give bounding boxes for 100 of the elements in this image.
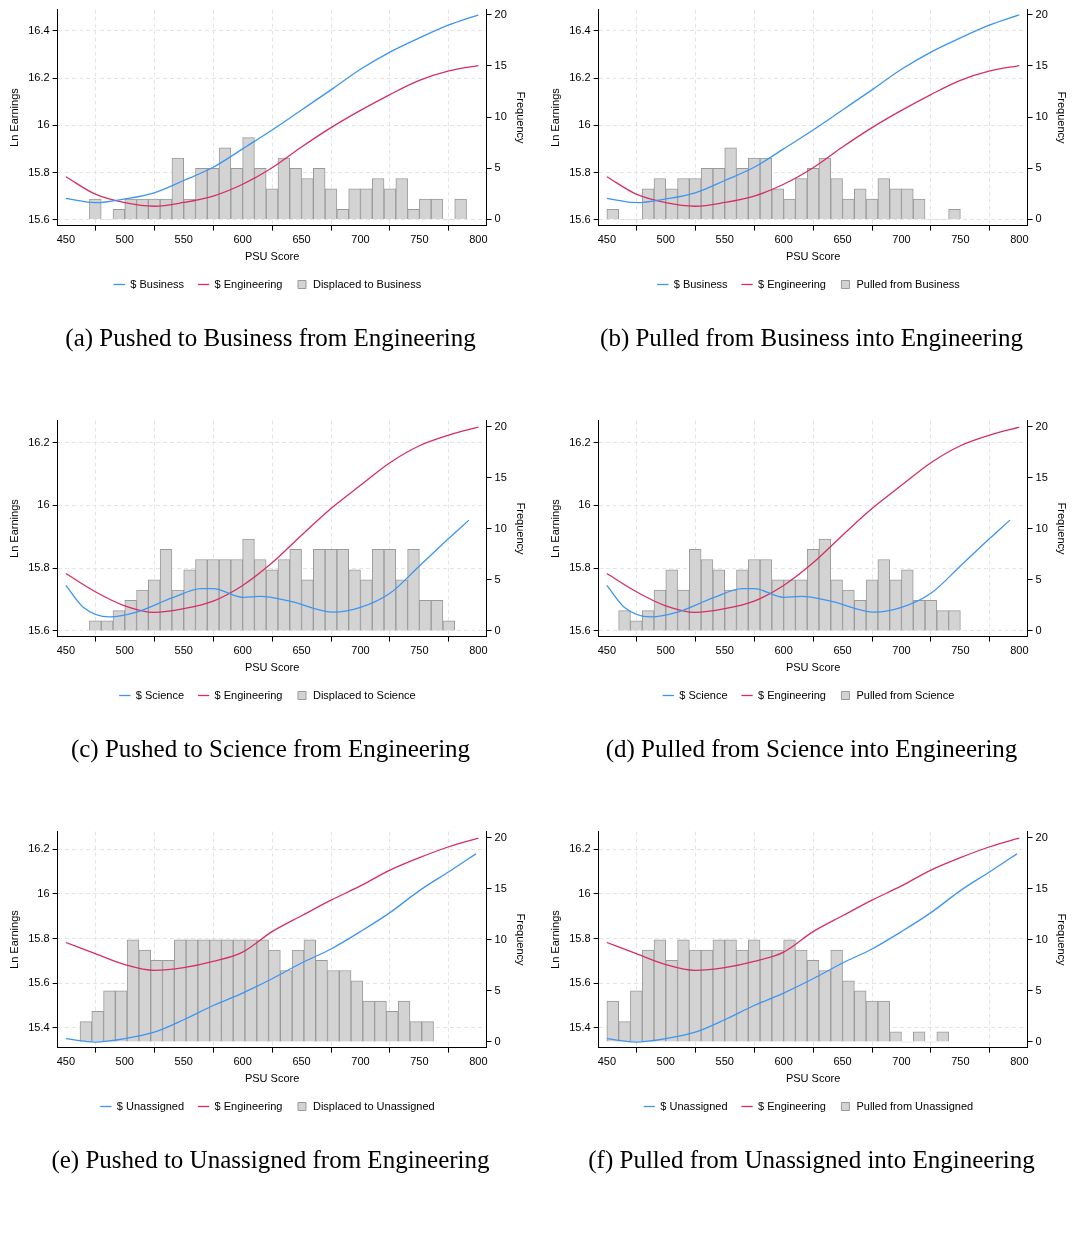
y-tick-label: 16.2: [569, 842, 591, 855]
x-tick-label: 800: [1010, 644, 1029, 657]
y2-tick-label: 5: [494, 161, 501, 174]
line-series: [606, 853, 1018, 1043]
y-tick-label: 15.8: [28, 931, 50, 944]
x-tick-label: 650: [833, 1055, 852, 1068]
x-axis-title: PSU Score: [785, 1072, 841, 1085]
line-series: [606, 837, 1020, 971]
y2-tick-label: 15: [494, 470, 507, 483]
x-tick-label: 700: [351, 644, 370, 657]
y-tick-label: 16: [578, 498, 591, 511]
legend-label: Pulled from Business: [856, 277, 961, 290]
legend-label: Displaced to Business: [312, 277, 422, 290]
y2-tick-label: 10: [1035, 932, 1048, 945]
y2-tick-label: 0: [1035, 1035, 1042, 1048]
y-tick-label: 16.4: [569, 23, 591, 36]
y-axis-title: Ln Earnings: [548, 498, 561, 558]
y2-tick-label: 0: [494, 212, 501, 225]
legend-label: $ Science: [135, 688, 185, 701]
y2-tick-label: 0: [1035, 212, 1042, 225]
y-tick-label: 15.4: [569, 1020, 591, 1033]
x-tick-label: 650: [292, 233, 311, 246]
y-tick-label: 15.8: [28, 561, 50, 574]
x-tick-label: 600: [233, 644, 252, 657]
legend-label: Displaced to Unassigned: [312, 1099, 435, 1112]
x-tick-label: 750: [951, 233, 970, 246]
y-tick-label: 15.6: [28, 212, 50, 225]
y2-axis-title: Frequency: [1056, 502, 1069, 556]
y-tick-label: 16.2: [28, 435, 50, 448]
y-tick-label: 16: [578, 118, 591, 131]
x-tick-label: 500: [115, 233, 134, 246]
y-tick-label: 15.6: [569, 623, 591, 636]
line-series: [606, 14, 1020, 204]
x-tick-label: 650: [833, 644, 852, 657]
y-tick-label: 15.6: [569, 212, 591, 225]
y-axis-title: Ln Earnings: [548, 909, 561, 969]
y-tick-label: 16: [37, 886, 50, 899]
y-tick-label: 15.4: [28, 1020, 50, 1033]
legend-label: $ Engineering: [214, 688, 283, 701]
y2-tick-label: 0: [494, 624, 501, 637]
x-tick-label: 800: [1010, 233, 1029, 246]
legend-label: $ Science: [679, 688, 728, 701]
x-tick-label: 800: [469, 233, 488, 246]
y2-tick-label: 0: [494, 1035, 501, 1048]
x-tick-label: 700: [892, 233, 911, 246]
y2-axis-title: Frequency: [515, 91, 528, 145]
y-tick-label: 16: [578, 886, 591, 899]
y2-axis-title: Frequency: [515, 502, 528, 556]
legend-label: $ Engineering: [758, 1099, 826, 1112]
x-tick-label: 550: [715, 1055, 734, 1068]
y2-tick-label: 20: [494, 830, 507, 843]
text: (f) Pulled from Unassigned into Engineering: [587, 1145, 1036, 1176]
x-tick-label: 450: [597, 1055, 617, 1068]
x-tick-label: 450: [56, 1055, 76, 1068]
x-tick-label: 700: [892, 1055, 911, 1068]
y-tick-label: 15.6: [569, 976, 591, 989]
x-tick-label: 450: [56, 233, 76, 246]
legend-label: Displaced to Science: [312, 688, 416, 701]
y-axis-title: Ln Earnings: [7, 87, 20, 147]
y2-tick-label: 15: [494, 881, 507, 894]
x-axis-title: PSU Score: [244, 1072, 300, 1085]
text: (e) Pushed to Unassigned from Engineering: [50, 1145, 491, 1176]
y2-tick-label: 20: [1035, 7, 1048, 20]
x-tick-label: 500: [115, 1055, 134, 1068]
text: (d) Pulled from Science into Engineering: [604, 734, 1019, 765]
y-tick-label: 15.8: [28, 165, 50, 178]
y2-axis-title: Frequency: [1056, 913, 1069, 967]
y-axis-title: Ln Earnings: [7, 909, 20, 969]
y-axis-title: Ln Earnings: [7, 498, 20, 558]
y2-tick-label: 15: [494, 58, 507, 71]
x-tick-label: 800: [1010, 1055, 1029, 1068]
y2-tick-label: 5: [1035, 572, 1042, 585]
x-tick-label: 600: [233, 1055, 252, 1068]
x-axis-title: PSU Score: [244, 661, 300, 674]
x-tick-label: 800: [469, 644, 488, 657]
y-tick-label: 15.8: [569, 561, 591, 574]
line-series: [65, 853, 477, 1043]
legend-label: $ Business: [130, 277, 185, 290]
legend-label: $ Engineering: [214, 1099, 283, 1112]
legend-label: $ Unassigned: [116, 1099, 185, 1112]
line-series: [65, 426, 479, 614]
x-tick-label: 450: [56, 644, 76, 657]
x-tick-label: 600: [233, 233, 252, 246]
y2-tick-label: 5: [494, 983, 501, 996]
y2-tick-label: 10: [1035, 110, 1048, 123]
y-tick-label: 16.2: [28, 71, 50, 84]
legend-label: $ Engineering: [758, 277, 826, 290]
x-tick-label: 500: [656, 233, 675, 246]
y2-tick-label: 0: [1035, 624, 1042, 637]
y-tick-label: 15.6: [28, 623, 50, 636]
y-tick-label: 16.4: [28, 23, 50, 36]
y-tick-label: 15.6: [28, 976, 50, 989]
x-tick-label: 500: [656, 644, 675, 657]
x-tick-label: 750: [410, 233, 429, 246]
x-tick-label: 750: [951, 644, 970, 657]
text: (c) Pushed to Science from Engineering: [69, 734, 472, 765]
y2-tick-label: 20: [494, 419, 507, 432]
y2-tick-label: 20: [494, 7, 507, 20]
legend-label: $ Unassigned: [660, 1099, 728, 1112]
y2-tick-label: 10: [494, 110, 507, 123]
